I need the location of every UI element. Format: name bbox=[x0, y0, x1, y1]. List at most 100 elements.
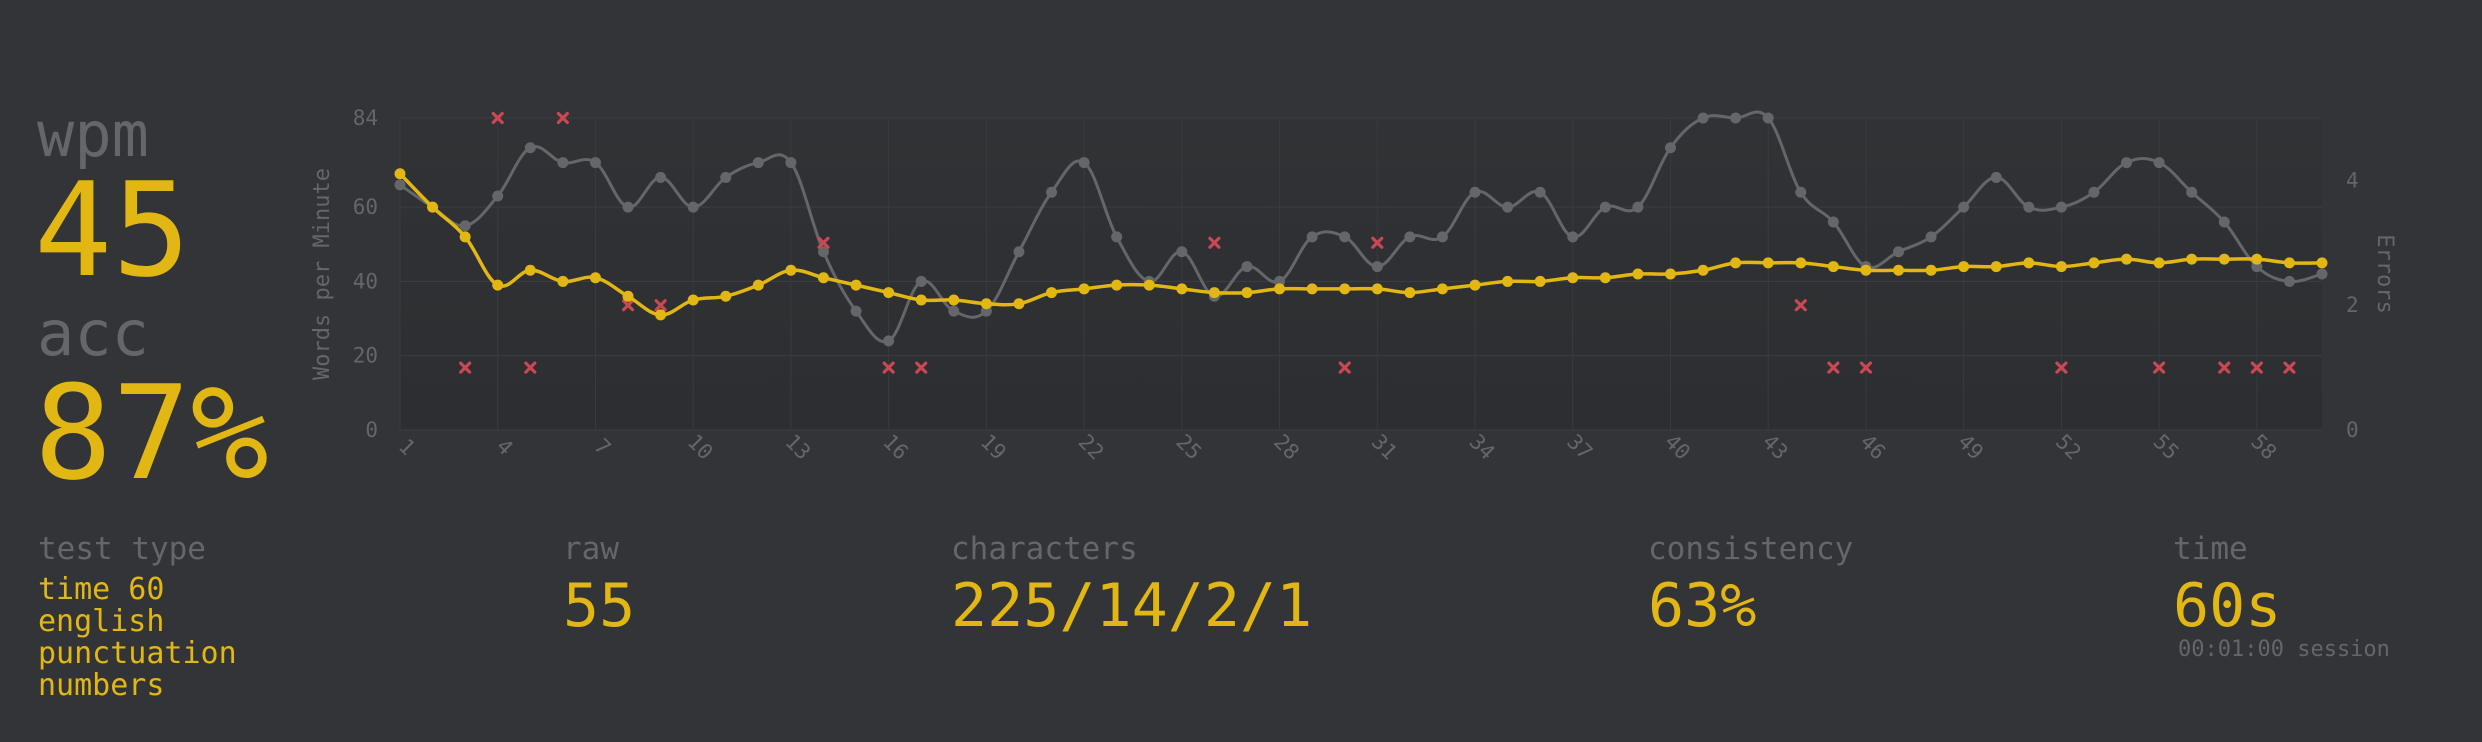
raw-point bbox=[1697, 112, 1709, 124]
raw-point bbox=[2316, 268, 2328, 280]
test-type-line: english bbox=[38, 604, 165, 639]
wpm-point bbox=[1762, 257, 1774, 269]
raw-point bbox=[459, 220, 471, 232]
wpm-point bbox=[589, 272, 601, 284]
x-tick-label: 37 bbox=[1562, 430, 1597, 465]
raw-point bbox=[2121, 157, 2133, 169]
raw-point bbox=[687, 201, 699, 213]
x-tick-label: 16 bbox=[878, 430, 913, 465]
wpm-point bbox=[2055, 261, 2067, 273]
wpm-point bbox=[459, 231, 471, 243]
x-tick-label: 22 bbox=[1074, 430, 1109, 465]
wpm-point bbox=[1632, 268, 1644, 280]
wpm-point bbox=[1958, 261, 1970, 273]
test-type-lines: time 60 english punctuation numbers bbox=[38, 574, 237, 702]
y-tick-label: 40 bbox=[353, 269, 378, 293]
x-tick-label: 46 bbox=[1855, 430, 1890, 465]
y-tick-label: 60 bbox=[353, 195, 378, 219]
wpm-point bbox=[1274, 283, 1286, 295]
consistency-label: consistency bbox=[1648, 531, 1854, 567]
wpm-point bbox=[1371, 283, 1383, 295]
raw-point bbox=[1339, 231, 1351, 243]
wpm-point bbox=[948, 294, 960, 306]
raw-point bbox=[1632, 201, 1644, 213]
x-tick-label: 31 bbox=[1367, 430, 1402, 465]
wpm-point bbox=[1241, 287, 1253, 299]
raw-point bbox=[1404, 231, 1416, 243]
raw-point bbox=[557, 157, 569, 169]
x-tick-label: 43 bbox=[1758, 430, 1793, 465]
raw-point bbox=[1893, 246, 1905, 258]
wpm-point bbox=[1469, 279, 1481, 291]
y-tick-label: 20 bbox=[353, 344, 378, 368]
y2-tick-label: 0 bbox=[2346, 418, 2359, 442]
raw-point bbox=[1078, 157, 1090, 169]
wpm-point bbox=[1893, 264, 1905, 276]
error-marker bbox=[882, 361, 895, 374]
wpm-point bbox=[850, 279, 862, 291]
raw-point bbox=[2186, 186, 2198, 198]
wpm-point bbox=[883, 287, 895, 299]
y-axis-title: Words per Minute bbox=[310, 168, 335, 380]
x-tick-label: 4 bbox=[492, 434, 518, 460]
wpm-point bbox=[687, 294, 699, 306]
error-marker bbox=[2055, 361, 2068, 374]
wpm-point bbox=[1534, 275, 1546, 287]
error-marker bbox=[2153, 361, 2166, 374]
wpm-point bbox=[492, 279, 504, 291]
error-marker bbox=[2283, 361, 2296, 374]
raw-point bbox=[1827, 216, 1839, 228]
raw-point bbox=[1241, 261, 1253, 273]
raw-point bbox=[1958, 201, 1970, 213]
raw-point bbox=[2218, 216, 2230, 228]
wpm-point bbox=[1404, 287, 1416, 299]
test-type-line: numbers bbox=[38, 668, 165, 703]
wpm-point bbox=[1860, 264, 1872, 276]
raw-point bbox=[1306, 231, 1318, 243]
error-marker bbox=[2218, 361, 2231, 374]
acc-label: acc bbox=[37, 297, 149, 370]
wpm-point bbox=[2153, 257, 2165, 269]
wpm-point bbox=[1176, 283, 1188, 295]
wpm-point bbox=[1046, 287, 1058, 299]
wpm-point bbox=[720, 290, 732, 302]
x-tick-label: 40 bbox=[1660, 430, 1695, 465]
x-tick-label: 1 bbox=[394, 434, 420, 460]
raw-point bbox=[2023, 201, 2035, 213]
raw-point bbox=[655, 171, 667, 183]
raw-value: 55 bbox=[563, 571, 636, 641]
raw-point bbox=[1436, 231, 1448, 243]
error-marker bbox=[1794, 299, 1807, 312]
wpm-point bbox=[2316, 257, 2328, 269]
raw-point bbox=[1762, 112, 1774, 124]
wpm-point bbox=[1436, 283, 1448, 295]
error-marker bbox=[1338, 361, 1351, 374]
raw-point bbox=[622, 201, 634, 213]
raw-point bbox=[1730, 112, 1742, 124]
wpm-point bbox=[980, 298, 992, 310]
y2-axis-title: Errors bbox=[2372, 234, 2397, 313]
x-tick-label: 52 bbox=[2051, 430, 2086, 465]
wpm-point bbox=[524, 264, 536, 276]
wpm-point bbox=[394, 168, 406, 180]
x-tick-label: 55 bbox=[2149, 430, 2184, 465]
wpm-point bbox=[1697, 264, 1709, 276]
wpm-point bbox=[1990, 261, 2002, 273]
raw-point bbox=[589, 157, 601, 169]
session-text: 00:01:00 session bbox=[2178, 637, 2390, 662]
plot-area bbox=[400, 118, 2322, 430]
wpm-point bbox=[1111, 279, 1123, 291]
x-tick-label: 10 bbox=[683, 430, 718, 465]
characters-value: 225/14/2/1 bbox=[951, 571, 1313, 641]
error-marker bbox=[1827, 361, 1840, 374]
wpm-point bbox=[2088, 257, 2100, 269]
raw-point bbox=[1046, 186, 1058, 198]
x-tick-label: 25 bbox=[1171, 430, 1206, 465]
raw-point bbox=[915, 275, 927, 287]
acc-value: 87% bbox=[34, 357, 269, 509]
raw-point bbox=[2153, 157, 2165, 169]
wpm-point bbox=[817, 272, 829, 284]
raw-point bbox=[817, 246, 829, 258]
error-marker bbox=[459, 361, 472, 374]
error-marker bbox=[556, 111, 569, 125]
